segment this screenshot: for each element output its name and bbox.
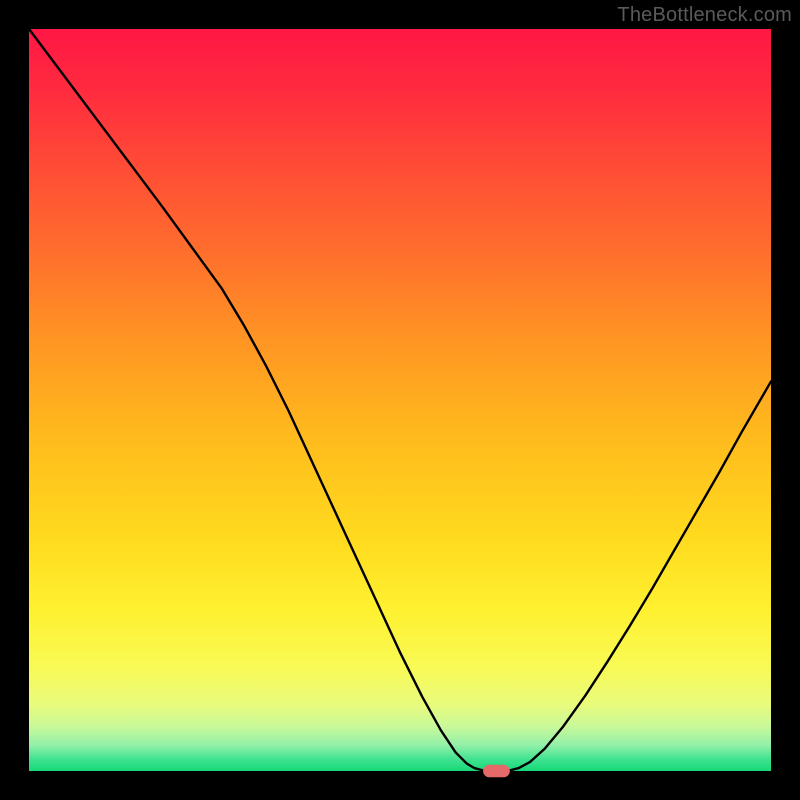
plot-background xyxy=(29,29,771,771)
chart-frame: TheBottleneck.com xyxy=(0,0,800,800)
optimal-marker xyxy=(483,765,510,778)
bottleneck-chart xyxy=(0,0,800,800)
watermark-text: TheBottleneck.com xyxy=(617,4,792,27)
